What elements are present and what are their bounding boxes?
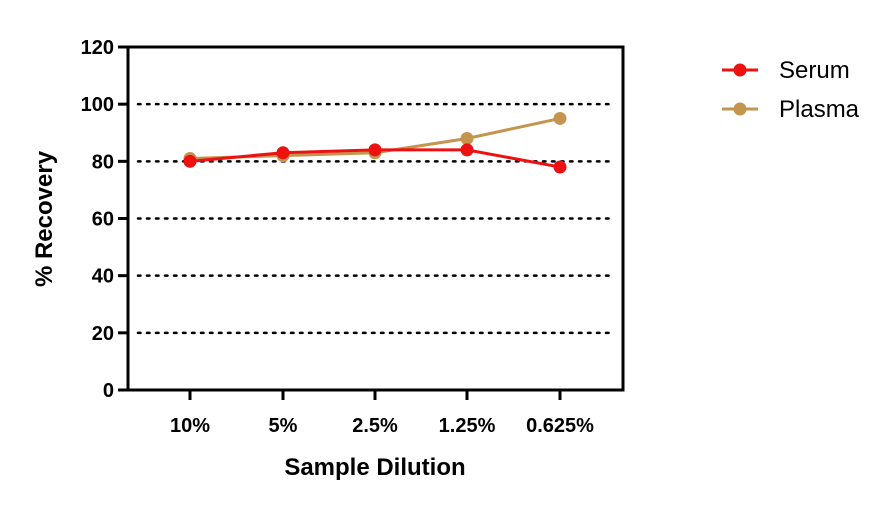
y-tick-label: 40 [92,266,114,288]
x-axis-title: Sample Dilution [284,454,465,481]
x-tick-label: 1.25% [439,415,496,437]
gridlines [136,102,617,335]
data-point-plasma [553,111,567,125]
legend-marker [733,102,747,116]
y-tick-labels: 0 20 40 60 80 100 120 [81,37,114,402]
x-tick-labels: 10% 5% 2.5% 1.25% 0.625% [170,415,594,437]
data-point-serum [183,154,197,168]
y-tick-label: 100 [81,94,114,116]
legend-marker [733,63,747,77]
legend: Serum Plasma [722,57,860,123]
y-tick-label: 80 [92,151,114,173]
data-point-serum [368,143,382,157]
y-tick-label: 0 [103,380,114,402]
data-point-serum [460,143,474,157]
y-tick-label: 60 [92,209,114,231]
data-point-serum [553,160,567,174]
y-tick-label: 20 [92,323,114,345]
legend-label: Serum [779,57,850,84]
data-point-plasma [460,131,474,145]
x-tick-label: 0.625% [526,415,594,437]
legend-label: Plasma [779,96,860,123]
y-tick-label: 120 [81,37,114,59]
axes [118,45,625,400]
data-point-serum [276,146,290,160]
x-tick-label: 10% [170,415,210,437]
series-serum [183,143,567,174]
legend-item-serum: Serum [722,57,850,84]
x-tick-label: 2.5% [352,415,398,437]
x-tick-label: 5% [269,415,298,437]
y-axis-title: % Recovery [31,150,58,287]
legend-item-plasma: Plasma [722,96,860,123]
series [183,111,567,174]
